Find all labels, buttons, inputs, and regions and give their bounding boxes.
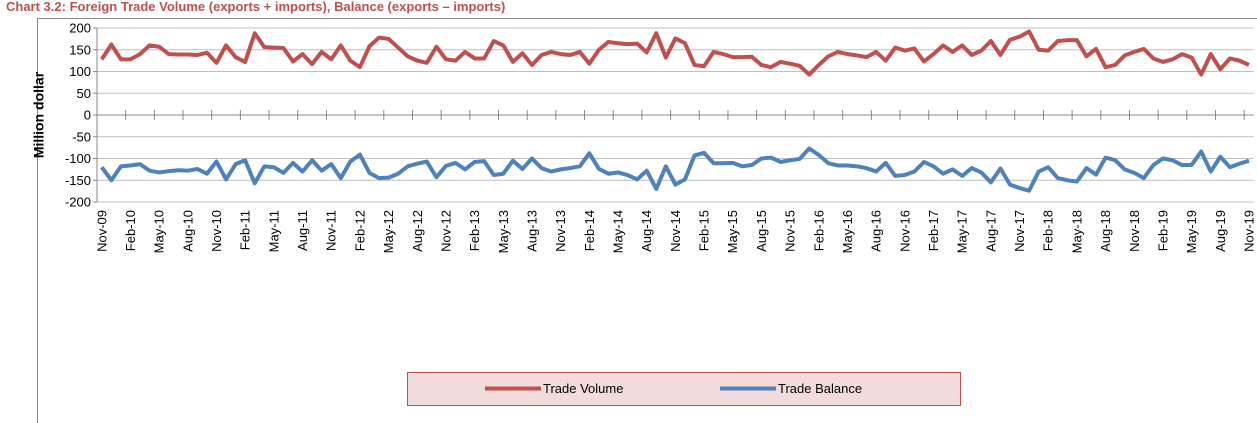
x-tick-label: Feb-15 bbox=[697, 210, 712, 251]
y-tick-label: -200 bbox=[65, 195, 91, 210]
x-tick-label: Feb-18 bbox=[1041, 210, 1056, 251]
y-tick-label: 0 bbox=[84, 108, 91, 123]
y-tick-label: 50 bbox=[77, 86, 91, 101]
chart-title: Chart 3.2: Foreign Trade Volume (exports… bbox=[6, 0, 505, 14]
x-tick-label: Aug-14 bbox=[639, 210, 654, 252]
x-tick-label: Nov-12 bbox=[438, 210, 453, 252]
x-tick-label: Nov-19 bbox=[1241, 210, 1256, 252]
chart-frame bbox=[37, 18, 1257, 423]
x-tick-label: Nov-16 bbox=[897, 210, 912, 252]
x-tick-label: Aug-15 bbox=[754, 210, 769, 252]
x-tick-label: Feb-13 bbox=[467, 210, 482, 251]
x-tick-label: May-14 bbox=[611, 210, 626, 253]
x-tick-label: Aug-11 bbox=[295, 210, 310, 251]
x-tick-label: Nov-14 bbox=[668, 210, 683, 252]
series-line bbox=[100, 29, 1250, 77]
y-tick-label: -100 bbox=[65, 151, 91, 166]
x-tick-label: Aug-10 bbox=[180, 210, 195, 252]
x-tick-label: May-19 bbox=[1184, 210, 1199, 253]
x-tick-label: Aug-17 bbox=[983, 210, 998, 252]
x-tick-label: Feb-16 bbox=[811, 210, 826, 251]
y-tick-label: 100 bbox=[69, 64, 91, 79]
legend-label: Trade Volume bbox=[543, 381, 623, 396]
x-tick-label: Feb-11 bbox=[238, 210, 253, 250]
x-tick-label: Nov-17 bbox=[1012, 210, 1027, 252]
x-tick-label: Aug-19 bbox=[1213, 210, 1228, 252]
x-tick-label: May-12 bbox=[381, 210, 396, 253]
x-tick-label: May-17 bbox=[955, 210, 970, 253]
y-tick-label: -50 bbox=[72, 129, 91, 144]
x-tick-label: Nov-10 bbox=[209, 210, 224, 252]
x-tick-label: Nov-13 bbox=[553, 210, 568, 252]
x-tick-label: Feb-12 bbox=[352, 210, 367, 251]
x-tick-label: May-11 bbox=[266, 210, 281, 252]
x-tick-label: May-10 bbox=[152, 210, 167, 253]
x-tick-label: May-15 bbox=[725, 210, 740, 253]
x-tick-label: Nov-09 bbox=[94, 210, 109, 252]
x-tick-label: Nov-15 bbox=[783, 210, 798, 252]
x-tick-label: Aug-16 bbox=[869, 210, 884, 252]
legend-label: Trade Balance bbox=[778, 381, 862, 396]
x-tick-label: Nov-11 bbox=[324, 210, 339, 251]
y-tick-label: 200 bbox=[69, 21, 91, 36]
x-tick-label: Nov-18 bbox=[1127, 210, 1142, 252]
y-axis-label: Million dollar bbox=[31, 71, 47, 158]
x-tick-label: May-16 bbox=[840, 210, 855, 253]
x-tick-label: May-13 bbox=[496, 210, 511, 253]
x-tick-label: Aug-12 bbox=[410, 210, 425, 252]
x-tick-label: Feb-17 bbox=[926, 210, 941, 251]
x-tick-label: May-18 bbox=[1069, 210, 1084, 253]
x-tick-label: Aug-18 bbox=[1098, 210, 1113, 252]
y-tick-label: -150 bbox=[65, 173, 91, 188]
x-tick-label: Feb-19 bbox=[1155, 210, 1170, 251]
x-tick-label: Aug-13 bbox=[524, 210, 539, 252]
y-tick-label: 150 bbox=[69, 42, 91, 57]
series-line bbox=[100, 146, 1250, 193]
x-tick-label: Feb-14 bbox=[582, 210, 597, 251]
x-tick-label: Feb-10 bbox=[123, 210, 138, 251]
